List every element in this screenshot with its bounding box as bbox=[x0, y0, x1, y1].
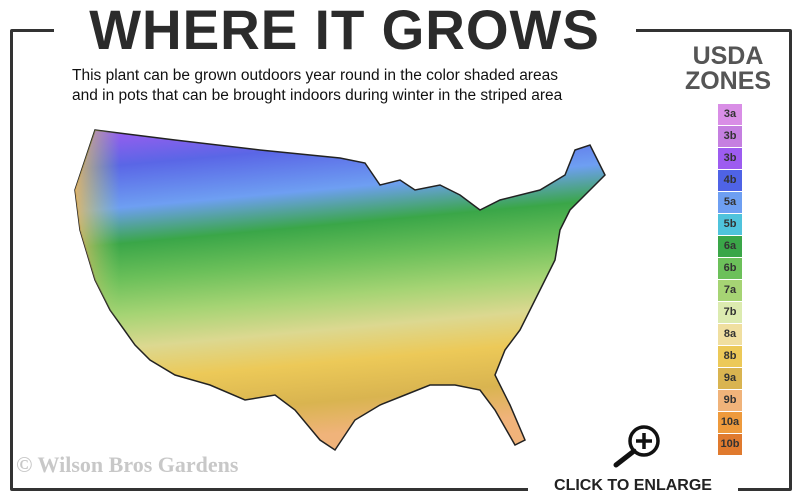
magnifier-plus-icon[interactable] bbox=[600, 420, 664, 468]
legend-heading: USDA ZONES bbox=[678, 44, 778, 94]
legend-zone-8b: 8b bbox=[718, 346, 742, 367]
legend-zone-10a: 10a bbox=[718, 412, 742, 433]
click-to-enlarge-button[interactable]: CLICK TO ENLARGE bbox=[528, 475, 738, 497]
legend-zone-3b: 3b bbox=[718, 148, 742, 169]
legend-heading-usda: USDA bbox=[692, 42, 764, 70]
legend-zone-3b: 3b bbox=[718, 126, 742, 147]
legend-zone-7b: 7b bbox=[718, 302, 742, 323]
legend-zone-6a: 6a bbox=[718, 236, 742, 257]
legend-zone-5a: 5a bbox=[718, 192, 742, 213]
subtitle-line: This plant can be grown outdoors year ro… bbox=[72, 67, 558, 84]
legend-zone-9a: 9a bbox=[718, 368, 742, 389]
legend-zone-9b: 9b bbox=[718, 390, 742, 411]
legend-zone-3a: 3a bbox=[718, 104, 742, 125]
zone-legend: 3a 3b 3b 4b 5a 5b 6a 6b 7a 7b 8a 8b 9a 9b 10a 10b bbox=[718, 104, 742, 456]
us-outline bbox=[74, 129, 606, 452]
legend-zone-4b: 4b bbox=[718, 170, 742, 191]
legend-zone-7a: 7a bbox=[718, 280, 742, 301]
legend-zone-8a: 8a bbox=[718, 324, 742, 345]
legend-zone-10b: 10b bbox=[718, 434, 742, 455]
legend-zone-5b: 5b bbox=[718, 214, 742, 235]
legend-heading-zones: ZONES bbox=[684, 67, 772, 95]
legend-zone-6b: 6b bbox=[718, 258, 742, 279]
page-title: WHERE IT GROWS bbox=[54, 0, 636, 60]
subtitle: This plant can be grown outdoors year ro… bbox=[72, 66, 632, 106]
copyright-watermark: © Wilson Bros Gardens bbox=[16, 452, 239, 477]
subtitle-line: and in pots that can be brought indoors … bbox=[72, 87, 563, 104]
